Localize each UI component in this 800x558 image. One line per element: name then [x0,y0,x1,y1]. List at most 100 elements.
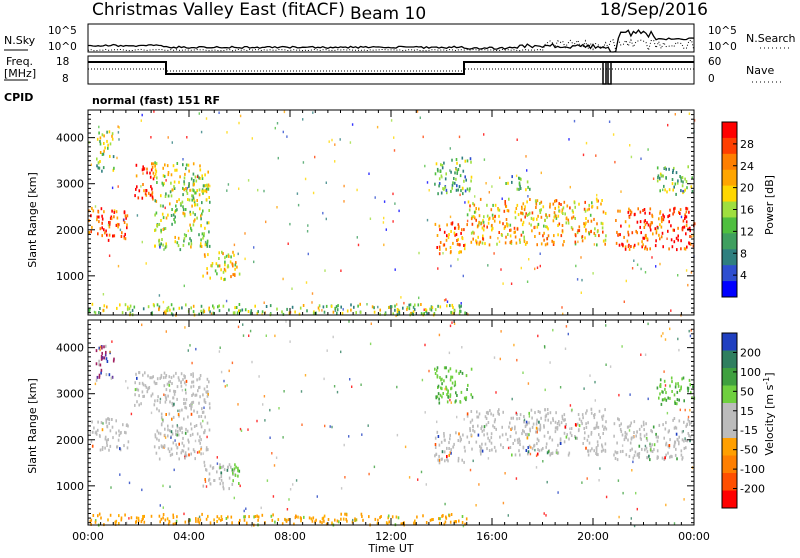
data-cell [470,179,472,183]
data-cell [633,243,636,247]
data-cell [531,229,533,233]
data-cell [461,156,464,160]
data-cell [510,427,512,431]
data-cell [514,427,516,431]
data-cell [635,491,637,495]
data-cell [443,366,446,370]
data-cell [443,230,446,234]
data-cell [534,199,537,203]
data-cell [97,210,100,214]
data-cell [176,397,178,401]
data-cell [639,225,641,229]
data-cell [439,376,441,380]
data-cell [282,277,284,281]
data-cell [119,448,122,452]
data-cell [583,222,585,226]
data-cell [564,418,566,422]
data-cell [396,308,399,311]
beam-label: Beam 10 [350,4,426,24]
data-cell [515,411,517,415]
data-cell [199,168,202,172]
data-cell [340,269,342,272]
data-cell [199,422,202,426]
data-cell [142,183,144,186]
data-cell [196,216,198,220]
data-cell [134,393,136,397]
data-cell [601,424,604,428]
data-cell [667,123,669,127]
data-cell [158,446,160,450]
data-cell [218,264,221,268]
data-cell [205,190,208,194]
data-cell [602,448,605,452]
data-cell [233,496,235,500]
data-cell [425,483,427,486]
data-cell [156,181,158,184]
data-cell [594,399,596,402]
data-cell [162,166,164,170]
data-cell [206,385,208,389]
data-cell [466,223,468,227]
data-cell [564,212,566,216]
data-cell [206,421,209,425]
data-cell [184,456,186,460]
data-cell [182,208,185,212]
data-cell [130,516,133,520]
data-cell [337,304,339,308]
data-cell [177,409,179,413]
data-cell [616,458,619,462]
data-cell [600,449,603,453]
data-cell [663,184,665,188]
data-cell [224,277,226,281]
data-cell [432,518,434,521]
data-cell [639,432,642,436]
data-cell [216,520,218,523]
velocity-data [88,320,696,528]
data-cell [464,522,466,526]
data-cell [161,418,164,421]
data-cell [190,242,193,246]
data-cell [641,447,643,451]
data-cell [112,359,115,363]
data-cell [643,208,646,211]
data-cell [617,209,619,213]
data-cell [424,164,426,168]
data-cell [645,432,648,436]
data-cell [660,334,663,338]
data-cell [204,401,207,404]
data-cell [629,448,632,452]
data-cell [473,216,476,220]
data-cell [458,371,460,375]
data-cell [336,390,339,394]
data-cell [458,305,461,309]
data-cell [663,379,666,383]
data-cell [625,453,628,457]
data-cell [184,451,187,455]
data-cell [678,398,680,402]
data-cell [479,450,482,453]
data-cell [631,469,633,472]
data-cell [152,375,154,379]
data-cell [359,310,362,314]
data-cell [220,478,223,482]
data-cell [615,219,617,222]
data-cell [484,415,487,419]
data-cell [194,175,197,179]
data-cell [454,380,456,384]
data-cell [510,282,513,285]
data-cell [99,307,101,310]
data-cell [663,370,665,373]
data-cell [89,520,92,524]
data-cell [194,213,196,217]
data-cell [383,243,385,247]
data-cell [529,198,531,201]
data-cell [200,224,202,228]
data-cell [458,312,461,316]
data-cell [105,373,108,377]
data-cell [239,518,241,522]
data-cell [565,216,568,220]
data-cell [595,446,598,450]
data-cell [183,233,186,236]
data-cell [207,390,209,394]
